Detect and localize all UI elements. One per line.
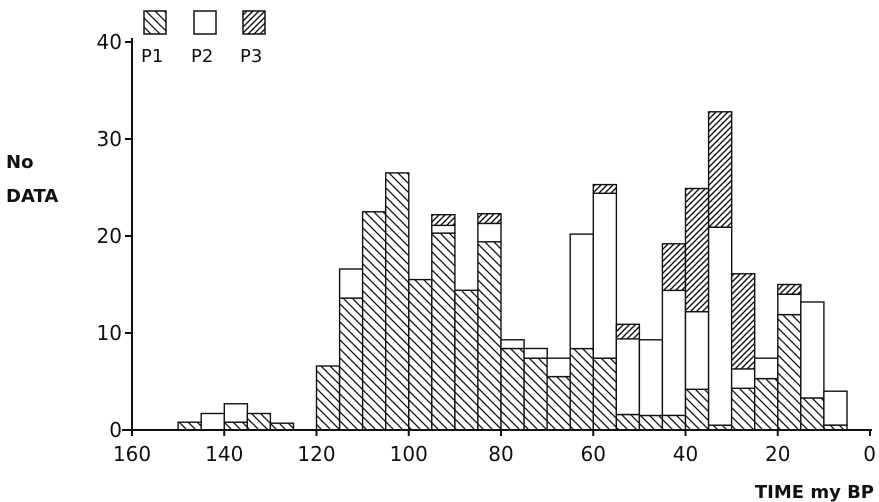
y-tick-label: 40	[97, 30, 122, 54]
bar-p2-140	[200, 412, 225, 431]
bar-p3-80	[477, 212, 502, 225]
x-tick-label: 140	[205, 442, 243, 466]
bar-p2-15	[777, 293, 802, 316]
bar-p1-60	[569, 347, 595, 431]
legend-label-p1: P1	[141, 46, 163, 67]
bar-p1-65	[546, 375, 571, 431]
bar-p1-35	[684, 388, 710, 431]
bar-p3-50	[615, 323, 641, 340]
bar-p1-15	[777, 313, 802, 431]
bar-p1-110	[338, 297, 364, 431]
bar-p3-55	[592, 183, 618, 195]
bar-p2-20	[754, 357, 779, 380]
y-axis-title-line2: DATA	[6, 186, 58, 207]
x-tick-label: 0	[863, 442, 876, 466]
bar-p1-50	[615, 413, 641, 431]
bar-p2-60	[569, 233, 595, 350]
bar-p1-25	[730, 387, 756, 431]
bar-p2-25	[730, 368, 756, 389]
axes-group: 0 10 20 30 40 160 140 120 100 80 60 40 20 0	[97, 30, 876, 466]
y-tick-label: 30	[97, 127, 122, 151]
bar-p2-50	[615, 338, 641, 416]
bar-p1-70	[523, 357, 548, 431]
bar-p2-80	[477, 222, 502, 243]
bar-p2-75	[500, 339, 525, 350]
bar-p2-110	[338, 268, 364, 299]
bar-p3-30	[707, 111, 733, 228]
x-tick-label: 20	[765, 442, 790, 466]
bar-p1-95	[408, 278, 433, 431]
x-tick-label: 60	[581, 442, 606, 466]
bar-p1-45	[638, 414, 664, 431]
x-tick-label: 40	[673, 442, 698, 466]
bar-p2-40	[661, 289, 687, 417]
bar-p1-105	[361, 211, 387, 431]
x-tick-label: 80	[488, 442, 513, 466]
bar-p1-100	[385, 172, 410, 431]
bar-p1-125	[269, 422, 295, 431]
bar-p3-40	[661, 243, 687, 292]
y-axis-title-line1: No	[6, 152, 33, 173]
bar-p1-80	[477, 241, 502, 431]
x-tick-label: 160	[113, 442, 151, 466]
bar-p1-145	[177, 421, 202, 431]
bar-p1-75	[500, 347, 525, 431]
bar-p2-55	[592, 192, 618, 359]
x-tick-label: 120	[297, 442, 335, 466]
bar-p1-130	[246, 412, 272, 431]
y-tick-label: 0	[109, 418, 122, 442]
chart-legend: P1 P2 P3	[141, 10, 266, 67]
bar-p2-10	[800, 301, 825, 399]
legend-swatch-p1	[143, 10, 167, 35]
x-tick-label: 100	[390, 442, 428, 466]
bar-p1-10	[800, 397, 825, 431]
bar-p1-90	[431, 232, 456, 431]
legend-swatch-p2	[193, 10, 217, 35]
bar-p2-30	[707, 226, 733, 426]
bar-p3-25	[730, 273, 756, 370]
legend-swatch-p3	[242, 10, 266, 35]
legend-label-p3: P3	[240, 46, 262, 67]
bar-p2-35	[684, 311, 710, 391]
bar-p1-115	[315, 365, 341, 431]
bar-p1-20	[754, 377, 779, 431]
bar-p3-35	[684, 187, 710, 313]
bar-p1-55	[592, 357, 618, 431]
bar-p1-85	[454, 289, 479, 431]
legend-label-p2: P2	[191, 46, 213, 67]
y-tick-label: 10	[97, 321, 122, 345]
bar-p2-5	[823, 390, 848, 426]
bar-p2-70	[523, 347, 548, 359]
bar-p1-40	[661, 414, 687, 431]
bars-group	[177, 111, 848, 431]
bar-p2-135	[223, 403, 249, 423]
y-tick-label: 20	[97, 224, 122, 248]
x-axis-title: TIME my BP	[755, 482, 874, 502]
bar-p2-45	[638, 339, 664, 417]
bar-p1-135	[223, 421, 249, 431]
bar-p2-90	[431, 224, 456, 234]
bar-p3-15	[777, 283, 802, 295]
bar-p3-90	[431, 213, 456, 227]
bar-p2-65	[546, 357, 571, 378]
